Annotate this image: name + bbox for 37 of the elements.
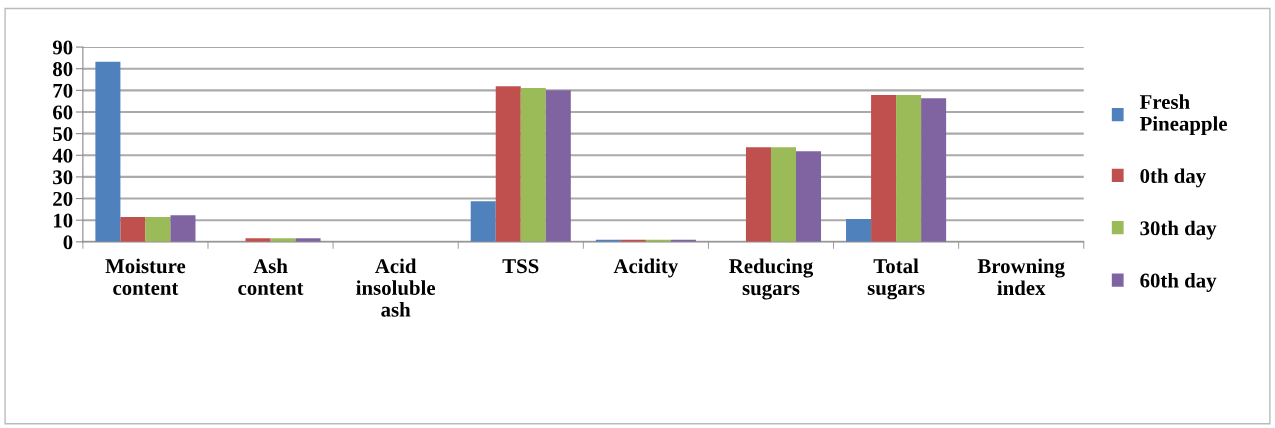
y-tick-label: 40 [52,148,73,163]
y-tick-label: 30 [53,170,73,185]
bar [170,215,196,242]
y-tick-label: 10 [53,213,73,228]
y-tick-label: 0 [63,235,73,250]
y-tick-label: 50 [53,127,73,142]
x-tick-label: Browning index [977,258,1065,296]
bar [871,94,897,242]
bar [470,201,496,242]
bar [770,147,796,242]
x-tick-label: Moisture content [105,258,186,295]
x-tick-label: Reducing sugars [729,258,814,300]
y-tick-label: 80 [53,62,73,77]
legend-label: 30th day [1140,220,1217,240]
bar [745,147,771,242]
bar [796,151,822,242]
legend-label: 60th day [1140,272,1217,292]
bar [520,87,546,242]
bar [95,61,121,242]
x-tick-label: Acidity [613,258,679,278]
bar [896,94,922,242]
bar [921,98,947,242]
bar [145,216,171,242]
bar [846,218,872,242]
y-tick-label: 20 [53,191,73,206]
y-tick-label: 60 [53,105,73,120]
legend-label: Fresh Pineapple [1139,94,1228,136]
x-tick-label: Acid insoluble ash [356,258,436,317]
bar [495,86,521,242]
y-tick-label: 90 [52,40,73,55]
y-tick-label: 70 [53,83,73,98]
legend-label: 0th day [1140,168,1206,188]
bar [545,90,571,242]
x-tick-label: Total sugars [867,258,925,300]
bar [120,216,146,242]
x-tick-label: Ash content [238,258,304,295]
x-tick-label: TSS [502,259,539,274]
